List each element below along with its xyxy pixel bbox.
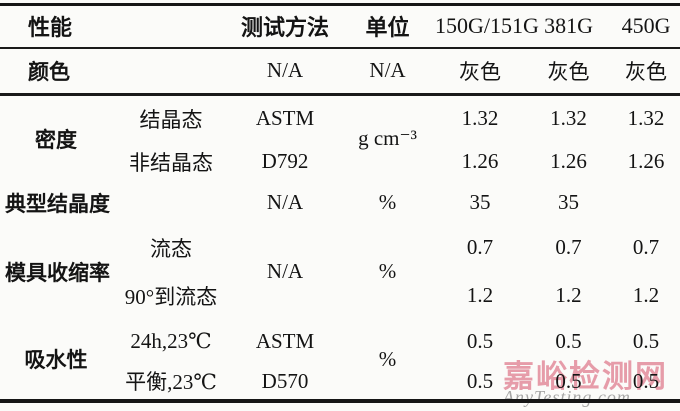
scanned-table-page: 嘉峪检测网 AnyTesting.com 性能 测试方法 单位 150G/151… bbox=[0, 3, 680, 411]
row-density-label: 密度 bbox=[35, 127, 77, 152]
row-density-crystalline: 密度 结晶态 ASTM g cm⁻³ 1.32 1.32 1.32 bbox=[0, 95, 680, 152]
row-color-value-450g: 灰色 bbox=[612, 47, 680, 96]
row-density-crystalline-value-381g: 1.32 bbox=[550, 106, 587, 131]
row-crystallinity: 典型结晶度 N/A % 35 35 bbox=[0, 182, 680, 224]
row-absorption-method-line2: D570 bbox=[261, 368, 309, 393]
row-absorption-24h: 吸水性 24h,23℃ ASTM % 0.5 0.5 0.5 bbox=[0, 320, 680, 372]
row-absorption-eq-value-150g: 0.5 bbox=[466, 368, 494, 393]
row-shrinkage-cross-value-381g: 1.2 bbox=[555, 283, 582, 307]
col-header-unit: 单位 bbox=[340, 4, 436, 49]
row-absorption-unit: % bbox=[378, 346, 397, 371]
row-absorption-24h-value-381g: 0.5 bbox=[555, 329, 582, 353]
row-absorption-eq-value-381g: 0.5 bbox=[555, 368, 582, 393]
row-density-crystalline-value-450g: 1.32 bbox=[627, 106, 665, 131]
row-crystallinity-value-450g bbox=[612, 182, 680, 224]
row-color: 颜色 N/A N/A 灰色 灰色 灰色 bbox=[0, 47, 680, 96]
row-density-crystalline-value-150g: 1.32 bbox=[461, 106, 499, 131]
col-header-grade-450g: 450G bbox=[612, 4, 680, 49]
row-density-amorphous-value-381g: 1.26 bbox=[550, 149, 587, 173]
row-shrinkage-method: N/A bbox=[266, 259, 304, 283]
row-absorption-eq-value-450g: 0.5 bbox=[632, 368, 660, 393]
row-color-unit: N/A bbox=[340, 47, 436, 96]
row-density-amorphous: 非结晶态 D792 1.26 1.26 1.26 bbox=[0, 142, 680, 182]
row-absorption-method-line1: ASTM bbox=[255, 329, 315, 353]
row-density-unit: g cm⁻³ bbox=[358, 126, 417, 151]
row-color-method: N/A bbox=[230, 47, 341, 96]
row-shrinkage-cross-condition: 90°到流态 bbox=[124, 284, 218, 309]
row-color-value-150g: 灰色 bbox=[435, 47, 526, 96]
properties-table: 性能 测试方法 单位 150G/151G 381G 450G 颜色 N/A N/… bbox=[0, 3, 680, 403]
row-shrinkage-flow-condition: 流态 bbox=[150, 236, 192, 261]
row-crystallinity-value-150g: 35 bbox=[469, 190, 491, 214]
row-absorption-equilibrium: 平衡,23℃ D570 0.5 0.5 0.5 bbox=[0, 364, 680, 401]
row-density-amorphous-condition: 非结晶态 bbox=[129, 150, 213, 175]
row-shrinkage-flow-value-381g: 0.7 bbox=[555, 235, 582, 259]
row-absorption-label: 吸水性 bbox=[24, 348, 88, 372]
row-density-amorphous-value-150g: 1.26 bbox=[461, 149, 499, 173]
row-crystallinity-unit: % bbox=[378, 190, 397, 214]
row-absorption-24h-condition: 24h,23℃ bbox=[130, 329, 212, 353]
row-shrinkage-flow: 模具收缩率 流态 N/A % 0.7 0.7 0.7 bbox=[0, 224, 680, 285]
row-density-method-line2: D792 bbox=[261, 149, 309, 173]
row-shrinkage-cross-value-150g: 1.2 bbox=[466, 283, 494, 307]
col-header-grade-150g: 150G/151G bbox=[435, 4, 539, 49]
row-color-label: 颜色 bbox=[0, 47, 231, 96]
col-header-property: 性能 bbox=[0, 4, 231, 49]
row-absorption-24h-value-150g: 0.5 bbox=[466, 329, 494, 353]
row-crystallinity-label: 典型结晶度 bbox=[5, 191, 110, 216]
col-header-method: 测试方法 bbox=[230, 4, 341, 49]
row-shrinkage-flow-value-150g: 0.7 bbox=[466, 235, 494, 259]
row-shrinkage-unit: % bbox=[378, 259, 397, 283]
row-crystallinity-value-381g: 35 bbox=[558, 190, 580, 214]
row-shrinkage-label: 模具收缩率 bbox=[5, 260, 110, 285]
row-absorption-eq-condition: 平衡,23℃ bbox=[125, 370, 217, 394]
row-shrinkage-flow-value-450g: 0.7 bbox=[632, 235, 660, 259]
row-shrinkage-cross-value-450g: 1.2 bbox=[632, 283, 660, 307]
col-header-grade-381g: 381G bbox=[525, 4, 613, 49]
row-color-value-381g: 灰色 bbox=[525, 47, 613, 96]
header-row: 性能 测试方法 单位 150G/151G 381G 450G bbox=[0, 4, 680, 49]
row-shrinkage-cross: 90°到流态 1.2 1.2 1.2 bbox=[0, 272, 680, 320]
row-density-amorphous-value-450g: 1.26 bbox=[627, 149, 665, 173]
row-crystallinity-method: N/A bbox=[266, 190, 304, 214]
row-density-method-line1: ASTM bbox=[255, 106, 315, 131]
row-density-crystalline-condition: 结晶态 bbox=[139, 107, 203, 132]
row-absorption-24h-value-450g: 0.5 bbox=[632, 329, 660, 353]
